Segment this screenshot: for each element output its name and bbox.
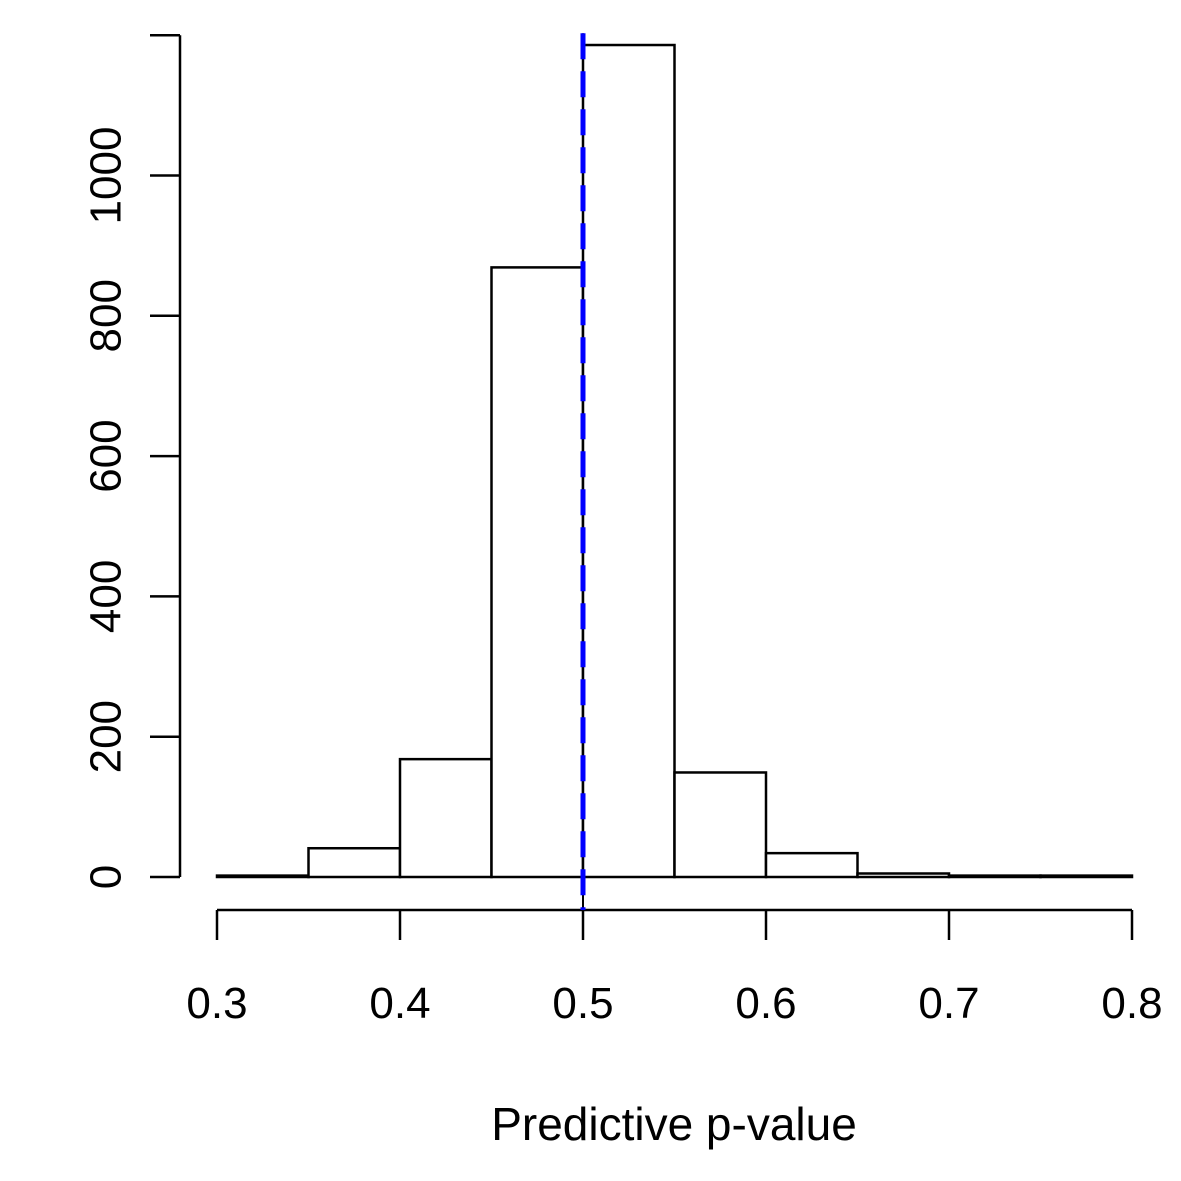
x-axis-title: Predictive p-value <box>491 1098 857 1150</box>
y-axis: 0 200 400 600 800 1000 <box>82 33 182 889</box>
histogram-bars <box>215 43 1134 879</box>
y-tick-label: 600 <box>82 419 131 492</box>
x-tick-label: 0.5 <box>552 979 613 1028</box>
histogram-bar <box>307 846 402 879</box>
histogram-bar <box>764 851 859 879</box>
x-tick-label: 0.7 <box>918 979 979 1028</box>
histogram-bar <box>490 266 585 879</box>
y-tick-label: 400 <box>82 560 131 633</box>
x-axis: 0.3 0.4 0.5 0.6 0.7 0.8 <box>186 908 1163 1028</box>
x-tick-label: 0.8 <box>1101 979 1162 1028</box>
x-tick-label: 0.3 <box>186 979 247 1028</box>
histogram-bar <box>673 771 768 879</box>
histogram-bar <box>947 874 1042 879</box>
histogram-bar <box>215 874 310 879</box>
y-tick-label: 1000 <box>82 127 131 225</box>
x-tick-label: 0.6 <box>735 979 796 1028</box>
x-tick-label: 0.4 <box>369 979 430 1028</box>
y-tick-label: 200 <box>82 700 131 773</box>
y-tick-label: 0 <box>82 865 131 889</box>
histogram-bar <box>856 872 951 879</box>
histogram-bar <box>581 43 676 879</box>
histogram-bar <box>1039 874 1134 879</box>
y-tick-label: 800 <box>82 279 131 352</box>
histogram-bar <box>398 757 493 879</box>
